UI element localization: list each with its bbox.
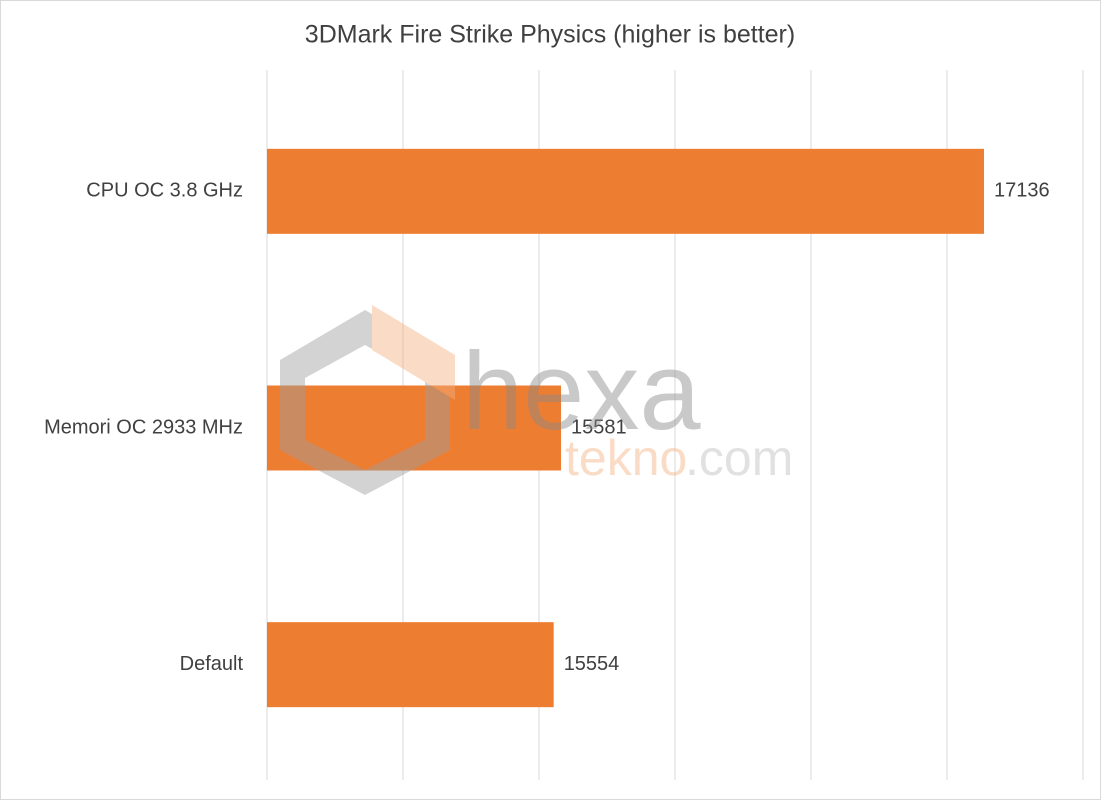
watermark: hexa tekno .com bbox=[280, 305, 793, 495]
bar bbox=[267, 385, 562, 471]
watermark-domain: tekno bbox=[565, 430, 687, 486]
y-tick-label: Memori OC 2933 MHz bbox=[44, 416, 243, 438]
value-label: 15581 bbox=[571, 416, 627, 438]
chart-title: 3DMark Fire Strike Physics (higher is be… bbox=[305, 21, 795, 49]
value-label: 17136 bbox=[994, 180, 1050, 202]
value-label: 15554 bbox=[564, 653, 620, 675]
watermark-tld: .com bbox=[685, 430, 793, 486]
bar bbox=[267, 622, 554, 708]
bars: CPU OC 3.8 GHz 17136 Memori OC 2933 MHz 155… bbox=[44, 148, 1050, 708]
watermark-logo bbox=[280, 310, 450, 495]
y-tick-label: CPU OC 3.8 GHz bbox=[86, 180, 243, 202]
y-tick-label: Default bbox=[180, 653, 244, 675]
watermark-logo-accent bbox=[372, 305, 455, 400]
watermark-brand: hexa bbox=[462, 330, 701, 453]
bar bbox=[267, 148, 984, 234]
